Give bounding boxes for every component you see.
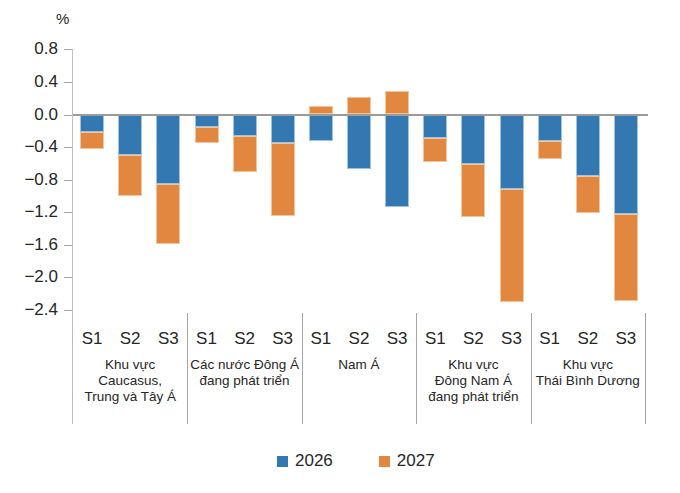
scenario-label: S2 <box>457 329 489 349</box>
group-label: Khu vựcThái Bình Dương <box>531 357 645 389</box>
bar-segment-2026 <box>461 115 485 165</box>
y-tick-label: −1.6 <box>0 235 58 255</box>
y-axis-tick <box>64 82 72 83</box>
y-tick-label: −0.4 <box>0 137 58 157</box>
zero-axis-line <box>73 114 648 116</box>
bar-segment-2027 <box>423 138 447 162</box>
scenario-label: S1 <box>419 329 451 349</box>
bar-segment-2027 <box>500 189 524 302</box>
y-axis-tick <box>64 115 72 116</box>
legend-item-2027: 2027 <box>379 451 435 471</box>
group-label: Nam Á <box>302 357 416 373</box>
legend-swatch-2027 <box>379 456 390 467</box>
scenario-label: S3 <box>381 329 413 349</box>
group-label-line: Nam Á <box>302 357 416 373</box>
bar-segment-2026 <box>614 115 638 214</box>
group-label-line: đang phát triển <box>416 389 530 405</box>
bar-segment-2027 <box>538 141 562 160</box>
bar-segment-2026 <box>195 115 219 127</box>
scenario-label: S2 <box>114 329 146 349</box>
y-tick-label: −1.2 <box>0 202 58 222</box>
bar-segment-2026 <box>156 115 180 184</box>
bar-segment-2027 <box>80 132 104 149</box>
group-label-line: Các nước Đông Á <box>187 357 301 373</box>
bar-segment-2027 <box>461 164 485 217</box>
group-label-line: đang phát triển <box>187 373 301 389</box>
legend-swatch-2026 <box>277 456 288 467</box>
legend: 2026 2027 <box>277 451 435 471</box>
bar-segment-2026 <box>233 115 257 136</box>
scenario-label: S3 <box>610 329 642 349</box>
group-label-line: Thái Bình Dương <box>531 373 645 389</box>
y-axis-tick <box>64 49 72 50</box>
y-tick-label: 0.8 <box>0 39 58 59</box>
bar-segment-2027 <box>576 176 600 214</box>
bar-segment-2026 <box>118 115 142 156</box>
scenario-label: S2 <box>343 329 375 349</box>
group-label-line: Khu vực <box>416 357 530 373</box>
group-separator-line <box>645 313 646 424</box>
bar-segment-2027 <box>195 127 219 143</box>
scenario-label: S1 <box>191 329 223 349</box>
y-axis-tick <box>64 310 72 311</box>
bar-segment-2026 <box>500 115 524 189</box>
scenario-label: S2 <box>229 329 261 349</box>
y-tick-label: −0.8 <box>0 170 58 190</box>
y-tick-label: 0.0 <box>0 105 58 125</box>
scenario-label: S3 <box>152 329 184 349</box>
group-label: Các nước Đông Áđang phát triển <box>187 357 301 389</box>
y-axis-tick <box>64 147 72 148</box>
y-axis-unit-label: % <box>56 10 69 27</box>
group-label: Khu vựcCaucasus,Trung và Tây Á <box>73 357 187 405</box>
bar-segment-2026 <box>576 115 600 176</box>
legend-item-2026: 2026 <box>277 451 333 471</box>
scenario-label: S1 <box>305 329 337 349</box>
y-axis-tick <box>64 277 72 278</box>
bar-segment-2027 <box>156 184 180 244</box>
bar-segment-2027 <box>233 136 257 173</box>
bar-segment-2027 <box>118 155 142 196</box>
bar-segment-2027 <box>385 91 409 115</box>
y-axis-tick <box>64 180 72 181</box>
y-tick-label: −2.4 <box>0 300 58 320</box>
bar-segment-2027 <box>614 214 638 301</box>
bar-segment-2026 <box>538 115 562 141</box>
scenario-label: S1 <box>534 329 566 349</box>
scenario-label: S2 <box>572 329 604 349</box>
legend-label: 2027 <box>397 451 435 471</box>
bar-segment-2027 <box>347 97 371 115</box>
group-label-line: Caucasus, <box>73 373 187 389</box>
bar-segment-2026 <box>423 115 447 139</box>
bar-segment-2026 <box>385 115 409 207</box>
bar-segment-2027 <box>271 143 295 216</box>
y-axis-tick <box>64 245 72 246</box>
bar-segment-2026 <box>271 115 295 144</box>
legend-label: 2026 <box>295 451 333 471</box>
y-axis-tick <box>64 212 72 213</box>
y-tick-label: −2.0 <box>0 267 58 287</box>
group-label-line: Khu vực <box>531 357 645 373</box>
bar-segment-2026 <box>309 115 333 141</box>
scenario-label: S1 <box>76 329 108 349</box>
bar-segment-2026 <box>347 115 371 170</box>
y-tick-label: 0.4 <box>0 72 58 92</box>
chart-canvas: % 0.8 0.4 0.0 −0.4 −0.8 −1.2 −1.6 −2.0 −2.4 S1 S2 S… <box>0 0 680 493</box>
group-label-line: Đông Nam Á <box>416 373 530 389</box>
scenario-label: S3 <box>496 329 528 349</box>
bar-segment-2026 <box>80 115 104 133</box>
group-label-line: Khu vực <box>73 357 187 373</box>
group-label-line: Trung và Tây Á <box>73 389 187 405</box>
scenario-label: S3 <box>267 329 299 349</box>
group-label: Khu vựcĐông Nam Áđang phát triển <box>416 357 530 405</box>
